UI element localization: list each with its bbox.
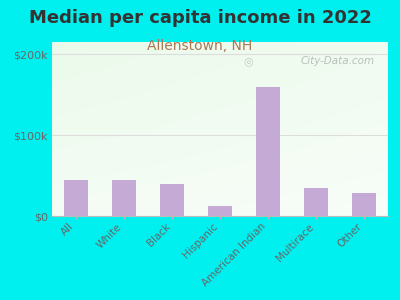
Bar: [160, 184, 184, 216]
Text: Allenstown, NH: Allenstown, NH: [147, 39, 253, 53]
Bar: [64, 180, 88, 216]
Text: ◎: ◎: [244, 56, 254, 66]
Bar: [112, 180, 136, 216]
Text: City-Data.com: City-Data.com: [300, 56, 374, 66]
Text: Median per capita income in 2022: Median per capita income in 2022: [28, 9, 372, 27]
Bar: [208, 206, 232, 216]
Bar: [352, 193, 376, 216]
Bar: [304, 188, 328, 216]
Bar: [256, 86, 280, 216]
